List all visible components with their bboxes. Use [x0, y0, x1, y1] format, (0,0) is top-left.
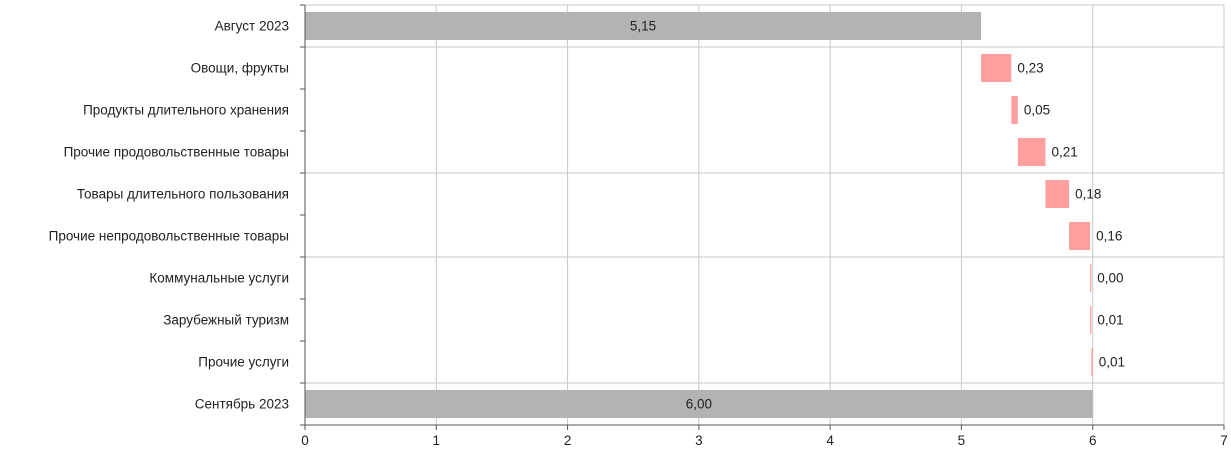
data-label: 0,01: [1097, 313, 1123, 328]
category-label: Товары длительного пользования: [77, 187, 289, 202]
data-label: 0,18: [1075, 187, 1101, 202]
x-tick-label: 2: [564, 433, 572, 448]
category-label: Август 2023: [215, 19, 289, 34]
data-label: 0,21: [1051, 145, 1077, 160]
bar-total: [305, 390, 1093, 418]
category-label: Прочие услуги: [198, 355, 289, 370]
bars-layer: [305, 12, 1093, 418]
data-label: 5,15: [630, 19, 656, 34]
grid-layer: [305, 4, 1225, 425]
category-label: Сентябрь 2023: [195, 397, 289, 412]
category-label: Овощи, фрукты: [191, 61, 289, 76]
data-label: 0,23: [1017, 61, 1043, 76]
category-label: Зарубежный туризм: [163, 313, 289, 328]
x-tick-label: 3: [695, 433, 703, 448]
bar-delta: [1090, 264, 1092, 292]
bar-delta: [1091, 348, 1093, 376]
x-tick-label: 1: [433, 433, 441, 448]
bar-delta: [1011, 96, 1018, 124]
data-label: 0,05: [1024, 103, 1050, 118]
bar-delta: [1045, 180, 1070, 208]
bar-delta: [1090, 306, 1092, 334]
x-tick-label: 7: [1220, 433, 1228, 448]
data-label: 0,01: [1099, 355, 1125, 370]
category-label: Прочие продовольственные товары: [64, 145, 289, 160]
bar-delta: [1017, 138, 1046, 166]
x-tick-label: 6: [1089, 433, 1097, 448]
bar-delta: [1069, 222, 1091, 250]
bar-total: [305, 12, 982, 40]
x-tick-label: 0: [301, 433, 309, 448]
category-label: Продукты длительного хранения: [83, 103, 289, 118]
data-label: 0,16: [1096, 229, 1122, 244]
data-label: 6,00: [686, 397, 712, 412]
category-label: Прочие непродовольственные товары: [49, 229, 289, 244]
category-label: Коммунальные услуги: [149, 271, 289, 286]
data-label: 0,00: [1097, 271, 1123, 286]
x-tick-label: 5: [958, 433, 966, 448]
bar-delta: [981, 54, 1012, 82]
axis-layer: [300, 4, 1225, 430]
x-tick-label: 4: [826, 433, 834, 448]
labels-layer: 5,15 Август 2023 0,23 Овощи, фрукты 0,05 Прод…: [49, 19, 1228, 448]
